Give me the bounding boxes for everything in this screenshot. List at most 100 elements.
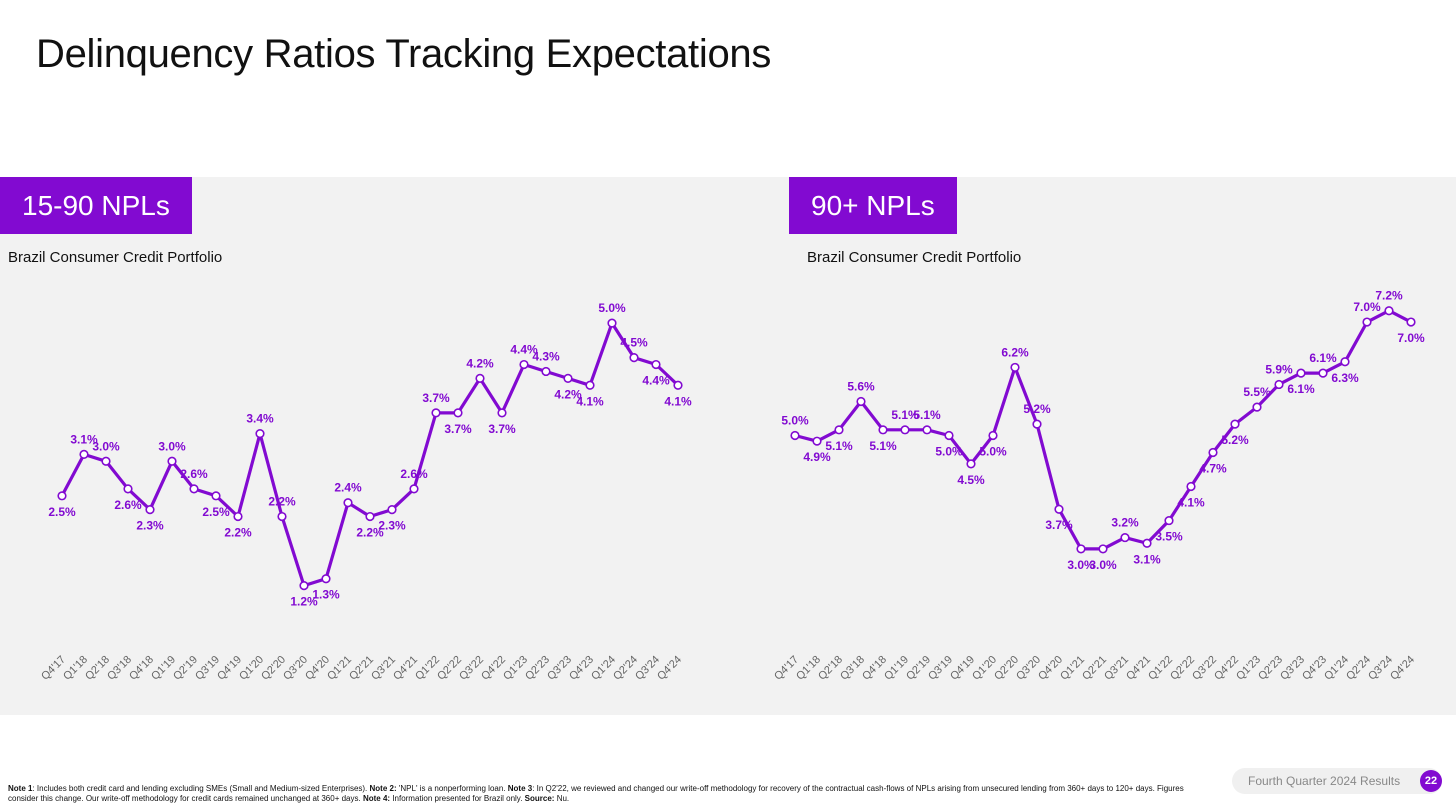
data-point xyxy=(856,396,866,407)
x-tick-label: Q1'24 xyxy=(1322,654,1351,683)
x-tick-label: Q4'19 xyxy=(215,654,244,683)
data-point xyxy=(673,380,683,390)
x-tick-label: Q2'21 xyxy=(347,654,376,683)
data-point xyxy=(497,408,507,418)
data-label: 5.6% xyxy=(847,379,875,393)
data-label: 2.3% xyxy=(136,519,164,533)
x-tick-label: Q4'22 xyxy=(479,654,508,683)
x-tick-label: Q4'23 xyxy=(567,654,596,683)
x-tick-label: Q4'18 xyxy=(860,654,889,683)
chart-title-badge-90-plus: 90+ NPLs xyxy=(789,177,957,234)
x-tick-label: Q1'20 xyxy=(237,654,266,683)
data-label: 6.2% xyxy=(1001,345,1029,359)
x-tick-label: Q3'23 xyxy=(545,654,574,683)
data-label: 3.1% xyxy=(1133,552,1161,566)
data-label: 5.2% xyxy=(1221,433,1249,447)
data-label: 3.2% xyxy=(1111,516,1139,530)
data-point xyxy=(1186,481,1196,492)
data-point xyxy=(651,359,661,370)
page-title: Delinquency Ratios Tracking Expectations xyxy=(36,32,772,76)
footnote-bold-3: Note 4: xyxy=(362,794,391,803)
data-label: 4.7% xyxy=(1199,462,1227,476)
data-label: 4.1% xyxy=(1177,496,1205,510)
x-tick-label: Q3'21 xyxy=(1102,654,1131,683)
data-point xyxy=(123,484,133,494)
data-point xyxy=(431,408,441,418)
data-label: 7.2% xyxy=(1375,289,1403,303)
data-label: 2.2% xyxy=(268,495,296,509)
data-point xyxy=(878,425,888,435)
x-tick-label: Q1'18 xyxy=(794,654,823,683)
footnote-bold-0: Note 1 xyxy=(8,784,33,793)
x-tick-label: Q2'24 xyxy=(1344,654,1373,683)
x-tick-label: Q4'23 xyxy=(1300,654,1329,683)
data-point xyxy=(585,380,595,390)
x-tick-label: Q3'18 xyxy=(105,654,134,683)
data-label: 3.0% xyxy=(1089,558,1117,572)
data-label: 5.1% xyxy=(825,439,853,453)
data-point xyxy=(629,353,639,363)
x-tick-label: Q2'23 xyxy=(1256,654,1285,683)
x-tick-label: Q3'22 xyxy=(457,654,486,683)
x-tick-label: Q3'23 xyxy=(1278,654,1307,683)
x-tick-label: Q2'24 xyxy=(611,654,640,683)
footer-pill xyxy=(1232,768,1442,794)
x-tick-label: Q1'20 xyxy=(970,654,999,683)
data-point xyxy=(1164,515,1174,526)
data-point xyxy=(167,456,177,466)
data-point xyxy=(834,425,844,435)
line-chart-15-90-npls: 2.5% Q4'17 3.1% Q1'18 3.0% Q2'18 2.6% Q3'18 2.3%… xyxy=(39,301,692,683)
x-tick-label: Q4'24 xyxy=(655,654,684,683)
footnote-text-4: Nu. xyxy=(554,794,570,803)
data-label: 5.9% xyxy=(1265,362,1293,376)
x-tick-label: Q1'18 xyxy=(61,654,90,683)
data-point xyxy=(900,425,910,435)
data-point xyxy=(1340,357,1350,367)
data-point xyxy=(1120,532,1130,543)
x-tick-label: Q4'19 xyxy=(948,654,977,683)
x-tick-label: Q1'22 xyxy=(1146,654,1175,683)
x-tick-label: Q2'18 xyxy=(816,654,845,683)
data-point xyxy=(101,456,111,466)
data-label: 5.0% xyxy=(598,301,626,315)
data-point xyxy=(321,574,331,584)
data-label: 2.6% xyxy=(114,498,142,512)
data-point xyxy=(607,318,617,328)
line-chart-90-plus-npls: 5.0% Q4'17 4.9% Q1'18 5.1% Q2'18 5.6% Q3'18 5.1%… xyxy=(772,289,1425,683)
x-tick-label: Q1'19 xyxy=(882,654,911,683)
x-tick-label: Q2'23 xyxy=(523,654,552,683)
data-point xyxy=(1054,504,1064,514)
x-tick-label: Q4'24 xyxy=(1388,654,1417,683)
data-point xyxy=(1384,306,1394,316)
x-tick-label: Q1'23 xyxy=(1234,654,1263,683)
data-point xyxy=(233,511,243,522)
data-point xyxy=(1208,447,1218,458)
data-point xyxy=(1252,402,1262,412)
footnote-text-3: Information presented for Brazil only. xyxy=(390,794,525,803)
data-label: 5.0% xyxy=(781,413,809,427)
series-line xyxy=(60,321,680,588)
data-point xyxy=(453,408,463,418)
x-tick-label: Q4'21 xyxy=(391,654,420,683)
data-point xyxy=(1230,419,1240,429)
x-tick-label: Q1'19 xyxy=(149,654,178,683)
data-label: 2.6% xyxy=(400,467,428,481)
charts-background xyxy=(0,177,1456,715)
x-tick-label: Q4'17 xyxy=(772,654,801,683)
data-label: 3.7% xyxy=(1045,518,1073,532)
data-point xyxy=(1076,544,1086,554)
data-label: 3.7% xyxy=(444,422,472,436)
data-point xyxy=(255,429,265,439)
data-label: 6.1% xyxy=(1287,382,1315,396)
footnote-text-1: 'NPL' is a nonperforming loan. xyxy=(396,784,508,793)
x-tick-label: Q2'21 xyxy=(1080,654,1109,683)
footnote-text-2: : In Q2'22, we reviewed and changed our … xyxy=(8,784,1184,803)
data-label: 3.0% xyxy=(92,439,120,453)
x-tick-label: Q3'18 xyxy=(838,654,867,683)
x-tick-label: Q4'18 xyxy=(127,654,156,683)
data-label: 4.5% xyxy=(957,473,985,487)
data-point xyxy=(57,491,67,501)
x-tick-label: Q1'23 xyxy=(501,654,530,683)
data-point xyxy=(1010,362,1020,373)
data-point xyxy=(541,366,551,377)
